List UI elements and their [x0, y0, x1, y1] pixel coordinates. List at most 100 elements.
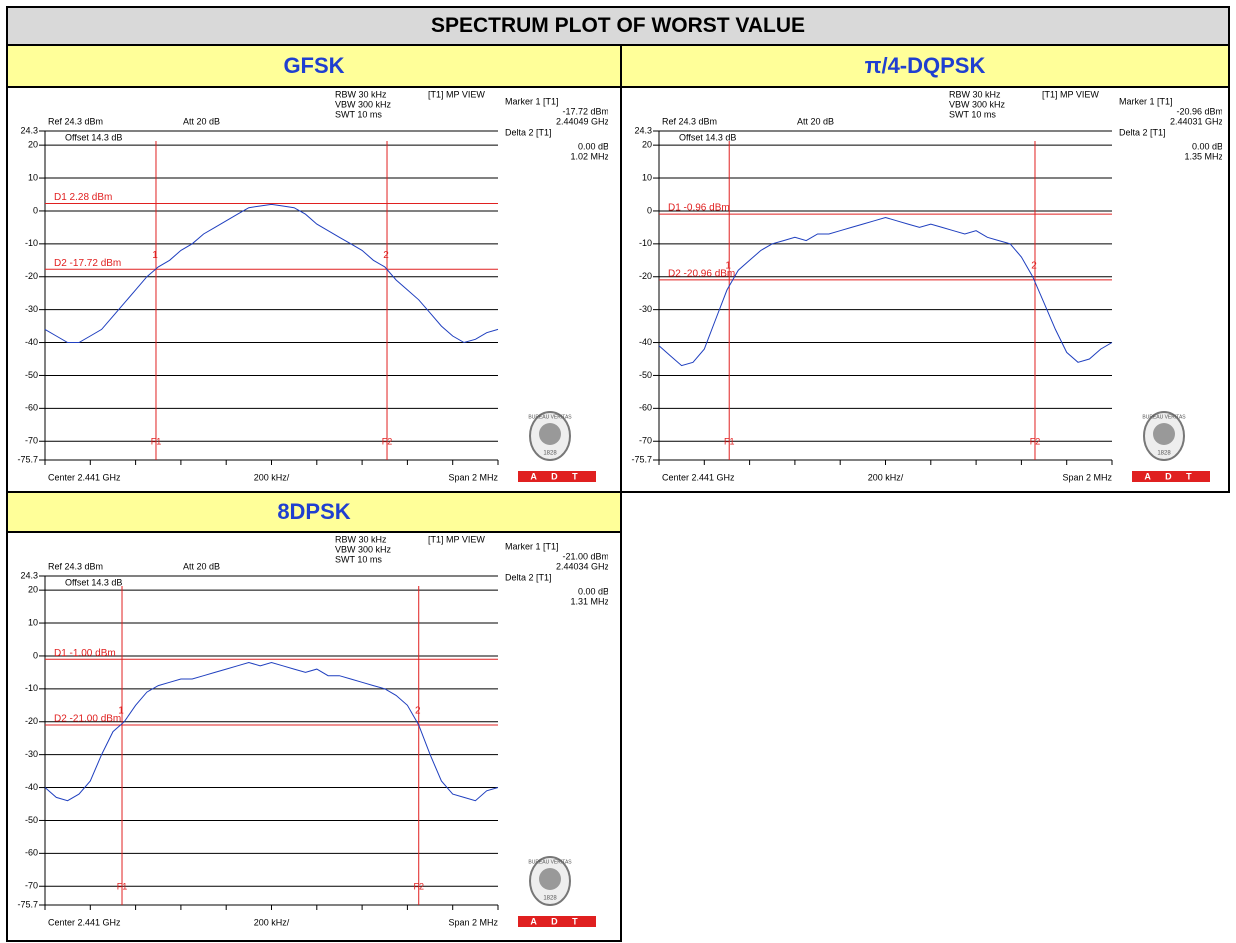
y-tick-label: -10 — [639, 238, 652, 248]
att-label: Att 20 dB — [797, 116, 834, 126]
y-tick-label: -75.7 — [17, 899, 38, 909]
y-tick-label: -10 — [25, 683, 38, 693]
trace — [44, 203, 499, 344]
frequency-line-label: F1 — [151, 436, 162, 446]
offset-label: Offset 14.3 dB — [65, 132, 122, 142]
panel-title: 8DPSK — [6, 491, 622, 533]
y-tick-label: -75.7 — [17, 454, 38, 464]
marker-label: 2 — [1031, 261, 1037, 272]
logo-emblem — [1153, 423, 1175, 445]
frequency-line-label: F1 — [117, 881, 128, 891]
offset-label: Offset 14.3 dB — [65, 577, 122, 587]
x-axis-label: 200 kHz/ — [868, 472, 904, 482]
setting-label: RBW 30 kHz — [335, 534, 387, 544]
marker-info: 2.44049 GHz — [556, 116, 608, 126]
frequency-line-label: F2 — [382, 436, 393, 446]
marker-info: -20.96 dBm — [1176, 106, 1222, 116]
setting-label: RBW 30 kHz — [335, 89, 387, 99]
marker-info: 1.35 MHz — [1184, 151, 1222, 161]
y-tick-label: -60 — [639, 403, 652, 413]
marker-info: -21.00 dBm — [562, 551, 608, 561]
marker-info: 0.00 dB — [578, 586, 608, 596]
display-line-label: D2 -17.72 dBm — [54, 258, 121, 269]
display-line-label: D2 -21.00 dBm — [54, 714, 121, 725]
y-tick-label: -70 — [639, 436, 652, 446]
marker-info: 2.44031 GHz — [1170, 116, 1222, 126]
setting-label: RBW 30 kHz — [949, 89, 1001, 99]
att-label: Att 20 dB — [183, 561, 220, 571]
frequency-line-label: F2 — [1030, 436, 1041, 446]
y-tick-label: 10 — [642, 172, 652, 182]
marker-info: Marker 1 [T1] — [505, 96, 559, 106]
spectrum-plot: Ref 24.3 dBm Att 20 dB Offset 14.3 dB RBW 3… — [17, 89, 608, 482]
marker-label: 1 — [152, 250, 158, 261]
y-tick-label: -50 — [25, 815, 38, 825]
y-tick-label: -70 — [25, 881, 38, 891]
ref-label: Ref 24.3 dBm — [662, 116, 717, 126]
frequency-line-label: F1 — [724, 436, 735, 446]
x-axis-label: Center 2.441 GHz — [48, 917, 121, 927]
y-tick-label: -20 — [25, 271, 38, 281]
setting-label: VBW 300 kHz — [949, 99, 1006, 109]
y-tick-label: -40 — [25, 337, 38, 347]
setting-label: VBW 300 kHz — [335, 544, 392, 554]
marker-info: 1.31 MHz — [570, 596, 608, 606]
logo-brand: A D T — [1144, 471, 1197, 481]
x-axis-label: Center 2.441 GHz — [48, 472, 121, 482]
trace — [44, 661, 499, 802]
y-tick-label: -20 — [639, 271, 652, 281]
view-label: [T1] MP VIEW — [1042, 89, 1099, 99]
marker-info: Marker 1 [T1] — [1119, 96, 1173, 106]
marker-info: -17.72 dBm — [562, 106, 608, 116]
marker-info: 0.00 dB — [578, 141, 608, 151]
display-line-label: D1 -0.96 dBm — [668, 203, 730, 214]
marker-label: 2 — [383, 250, 389, 261]
spectrum-plot: Ref 24.3 dBm Att 20 dB Offset 14.3 dB RBW 3… — [631, 89, 1222, 482]
spectrum-plot: Ref 24.3 dBm Att 20 dB Offset 14.3 dB RBW 3… — [17, 534, 608, 927]
y-tick-label: -20 — [25, 716, 38, 726]
marker-info: Delta 2 [T1] — [505, 127, 552, 137]
y-tick-label: -40 — [25, 782, 38, 792]
y-tick-label: 24.3 — [634, 125, 652, 135]
logo-emblem — [539, 868, 561, 890]
view-label: [T1] MP VIEW — [428, 534, 485, 544]
panel-title: GFSK — [6, 44, 622, 88]
ref-label: Ref 24.3 dBm — [48, 561, 103, 571]
frequency-line-label: F2 — [413, 881, 424, 891]
y-tick-label: 24.3 — [20, 570, 38, 580]
y-tick-label: 24.3 — [20, 125, 38, 135]
logo-year: 1828 — [1157, 451, 1171, 457]
logo-bar — [518, 471, 596, 482]
y-tick-label: 0 — [33, 205, 38, 215]
marker-label: 1 — [725, 261, 731, 272]
x-axis-label: 200 kHz/ — [254, 917, 290, 927]
view-label: [T1] MP VIEW — [428, 89, 485, 99]
marker-info: Delta 2 [T1] — [1119, 127, 1166, 137]
offset-label: Offset 14.3 dB — [679, 132, 736, 142]
y-tick-label: 20 — [28, 585, 38, 595]
logo-brand: A D T — [530, 471, 583, 481]
y-tick-label: 0 — [647, 205, 652, 215]
marker-label: 2 — [415, 706, 421, 717]
setting-label: VBW 300 kHz — [335, 99, 392, 109]
setting-label: SWT 10 ms — [335, 554, 382, 564]
y-tick-label: 10 — [28, 172, 38, 182]
panel-title: π/4-DQPSK — [620, 44, 1230, 88]
logo-name: BUREAU VERITAS — [1142, 414, 1186, 420]
x-axis-label: 200 kHz/ — [254, 472, 290, 482]
marker-info: 0.00 dB — [1192, 141, 1222, 151]
plot-cell: Ref 24.3 dBm Att 20 dB Offset 14.3 dB RBW 3… — [6, 86, 622, 493]
logo-year: 1828 — [543, 896, 557, 902]
display-line-label: D1 -1.00 dBm — [54, 648, 116, 659]
y-tick-label: -30 — [25, 304, 38, 314]
marker-info: Marker 1 [T1] — [505, 541, 559, 551]
setting-label: SWT 10 ms — [949, 109, 996, 119]
marker-info: 1.02 MHz — [570, 151, 608, 161]
x-axis-label: Center 2.441 GHz — [662, 472, 735, 482]
logo-bar — [518, 916, 596, 927]
report-title: SPECTRUM PLOT OF WORST VALUE — [6, 6, 1230, 46]
marker-info: 2.44034 GHz — [556, 561, 608, 571]
display-line-label: D2 -20.96 dBm — [668, 269, 735, 280]
y-tick-label: 20 — [28, 140, 38, 150]
